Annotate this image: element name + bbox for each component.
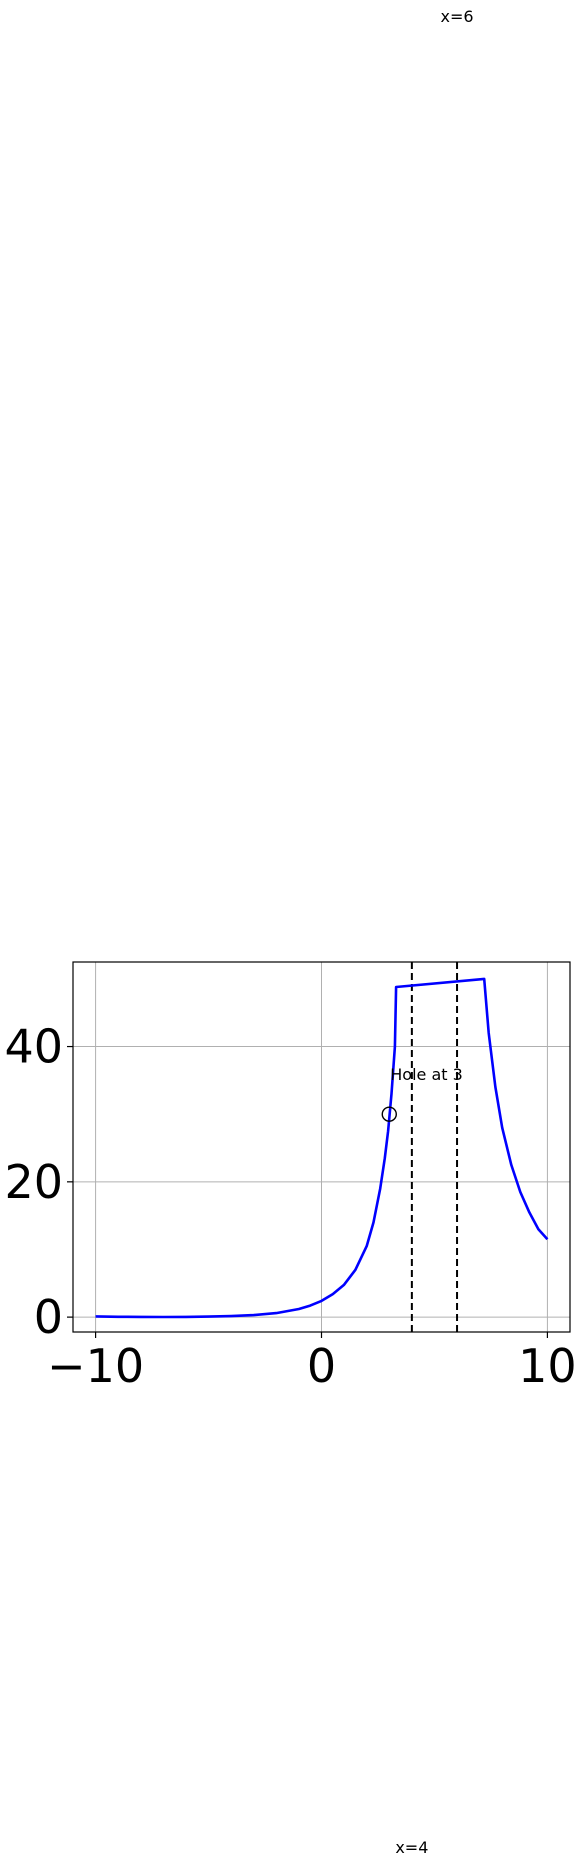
y-axis-ticks: 0 20 40	[4, 1020, 73, 1344]
asymptote-label: x=6	[441, 7, 474, 26]
hole-annotation: Hole at 3	[390, 1065, 463, 1084]
asymptote-lines	[410, 962, 459, 1332]
plot-series	[95, 977, 549, 1319]
hole-marker	[381, 1106, 397, 1122]
x-tick-label: 10	[518, 1339, 577, 1393]
series-line	[95, 977, 549, 1319]
grid	[73, 962, 570, 1332]
y-tick-label: 20	[4, 1155, 63, 1209]
hole-marker-group: Hole at 3	[381, 1065, 463, 1122]
x-tick-label: −10	[47, 1339, 144, 1393]
y-tick-label: 0	[34, 1290, 63, 1344]
x-axis-ticks: −10 0 10	[47, 1332, 577, 1393]
y-tick-label: 40	[4, 1020, 63, 1074]
asymptote-label: x=4	[395, 1838, 428, 1857]
x-tick-label: 0	[307, 1339, 336, 1393]
asymptote-labels: x=4 x=6	[395, 7, 473, 1857]
